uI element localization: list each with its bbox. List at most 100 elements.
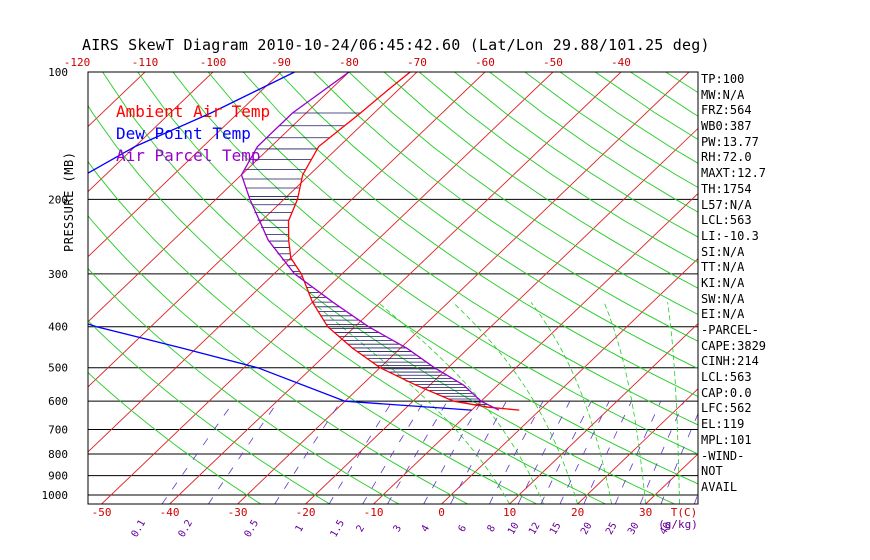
dry-adiabat-line [88, 215, 468, 504]
mixing-ratio-tick-label: 25 [604, 521, 620, 537]
y-tick-label: 100 [48, 66, 68, 79]
mixing-ratio-tick-label: 1 [294, 523, 307, 534]
bottom-temp-tick-label: 20 [571, 506, 584, 519]
dry-adiabat-line [278, 72, 698, 370]
stat-item: NOT [701, 464, 723, 479]
mixing-ratio-line [423, 401, 482, 504]
stat-item: CAP:0.0 [701, 385, 752, 400]
mixing-ratio-line [540, 401, 592, 504]
isotherm-line [305, 127, 698, 504]
isotherm-line [441, 257, 698, 504]
mixing-ratio-tick-label: 8 [486, 523, 499, 534]
top-temp-tick-label: -110 [132, 56, 159, 69]
isotherm-line [577, 388, 698, 504]
top-temp-tick-label: -80 [339, 56, 359, 69]
dry-adiabat-line [88, 160, 537, 504]
stat-item: MPL:101 [701, 432, 752, 447]
y-tick-label: 400 [48, 321, 68, 334]
mixing-ratio-line [614, 401, 662, 504]
profile-lines [88, 72, 520, 411]
dry-adiabat-line [88, 372, 262, 504]
dry-adiabat-line [172, 72, 698, 455]
legend-ambient-air-temp: Ambient Air Temp [116, 102, 271, 121]
isotherm-line [88, 72, 282, 258]
dry-adiabat-line [242, 72, 698, 397]
y-tick-label: 200 [48, 193, 68, 206]
stat-item: L57:N/A [701, 197, 752, 212]
stat-item: -WIND- [701, 448, 745, 463]
isotherm-line [88, 72, 214, 193]
isotherm-line [88, 72, 486, 453]
bottom-temp-tick-label: -40 [160, 506, 180, 519]
moist-adiabat-line [452, 301, 578, 504]
plot-frame [87, 71, 699, 505]
y-tick-label: 800 [48, 448, 68, 461]
mixing-ratio-tick-label: 1.5 [329, 518, 348, 539]
bottom-unit-label: T(C) [671, 506, 698, 519]
stat-item: TH:1754 [701, 181, 752, 196]
isotherm-line [0, 72, 9, 504]
bottom-temp-tick-label: 30 [639, 506, 652, 519]
bottom-temp-tick-label: -20 [296, 506, 316, 519]
dry-adiabat-line [348, 72, 698, 315]
bottom-temp-tick-label: -10 [364, 506, 384, 519]
stat-item: RH:72.0 [701, 150, 752, 165]
stat-item: -PARCEL- [701, 323, 759, 337]
dry-adiabat-line [489, 72, 698, 213]
cape-hatching [242, 112, 493, 408]
dry-adiabat-line [88, 267, 399, 504]
mixing-ratio-line [559, 401, 610, 504]
stat-item: KI:N/A [701, 275, 745, 290]
isotherm-line [101, 72, 554, 504]
isotherm-line [509, 323, 698, 504]
mixing-ratio-tick-label: 40 [658, 521, 674, 537]
mixing-ratio-line [362, 400, 425, 504]
top-temp-tick-label: -90 [271, 56, 291, 69]
stat-item: CINH:214 [701, 354, 759, 369]
isotherm-line [88, 72, 418, 388]
mixing-ratio-line [387, 400, 448, 504]
dry-adiabat-line [419, 72, 698, 263]
stat-item: EI:N/A [701, 307, 745, 322]
stat-item: PW:13.77 [701, 134, 759, 149]
stat-item: AVAIL [701, 479, 738, 494]
top-temp-tick-label: -100 [200, 56, 227, 69]
mixing-ratio-line [660, 412, 698, 504]
stat-item: WB0:387 [701, 119, 752, 134]
dry-adiabat-line [383, 72, 698, 289]
stat-item: TT:N/A [701, 260, 745, 275]
mixing-ratio-line [208, 400, 279, 504]
isotherm-line [850, 72, 870, 504]
legend-dew-point-temp: Dew Point Temp [116, 124, 251, 143]
chart-title: AIRS SkewT Diagram 2010-10-24/06:45:42.6… [82, 36, 710, 54]
top-temp-tick-label: -50 [543, 56, 563, 69]
bottom-temp-tick-label: 10 [503, 506, 516, 519]
stat-item: MW:N/A [701, 87, 745, 102]
stat-item: LCL:563 [701, 370, 752, 385]
mixing-ratio-tick-label: 4 [420, 523, 433, 534]
y-tick-label: 700 [48, 424, 68, 437]
moist-adiabat-line [377, 301, 544, 504]
stat-item: SW:N/A [701, 291, 745, 306]
top-temp-tick-label: -70 [407, 56, 427, 69]
y-tick-label: 1000 [42, 489, 69, 502]
isotherm-line [0, 72, 77, 504]
moist-adiabat-line [667, 302, 680, 504]
isotherm-line [88, 72, 350, 323]
top-temp-tick-label: -120 [64, 56, 91, 69]
mixing-ratio-tick-label: 0.2 [177, 518, 196, 539]
dry-adiabat-line [313, 72, 698, 342]
moist-adiabat-line [603, 302, 646, 504]
dry-adiabat-line [454, 72, 698, 238]
mixing-ratio-line [583, 401, 632, 504]
grid-lines [0, 72, 870, 504]
bottom-temp-tick-label: -50 [92, 506, 112, 519]
series-air-parcel-temp [240, 72, 500, 411]
y-tick-label: 600 [48, 395, 68, 408]
stat-item: FRZ:564 [701, 103, 752, 118]
dry-adiabat-line [207, 72, 698, 426]
stat-item: MAXT:12.7 [701, 166, 767, 181]
mixing-ratio-tick-label: 0.5 [243, 518, 262, 539]
